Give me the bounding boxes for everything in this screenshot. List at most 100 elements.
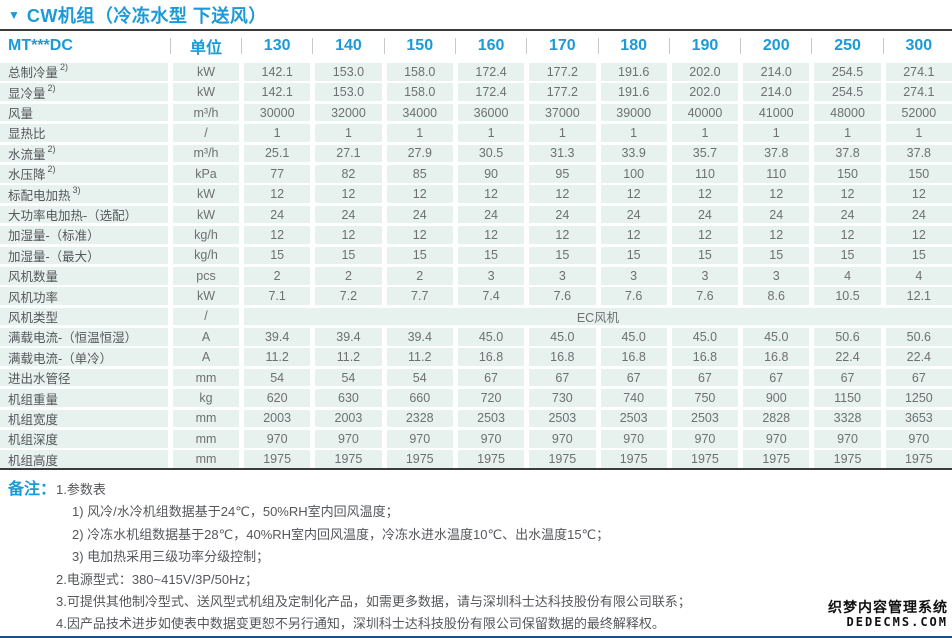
value-cell: 7.7 [386, 287, 453, 305]
value-cell: 1 [244, 124, 311, 142]
value-cell: 45.0 [457, 328, 525, 346]
triangle-marker-icon: ▼ [8, 7, 20, 22]
value-cell: 158.0 [386, 83, 453, 101]
notes-label: 备注： [8, 481, 57, 499]
header-model: MT***DC [8, 37, 73, 54]
row-unit: kW [173, 185, 239, 203]
value-cell: 7.4 [457, 287, 525, 305]
value-cell: 254.5 [814, 83, 881, 101]
header-col-250: 250 [811, 31, 880, 61]
row-unit: / [173, 307, 239, 326]
value-cell: 31.3 [529, 144, 596, 163]
value-cell: 2828 [743, 409, 810, 428]
value-cell: 12 [529, 226, 596, 244]
value-cell: 1975 [671, 450, 739, 469]
footnote-ref: 2) [60, 63, 69, 73]
value-cell: 15 [457, 246, 525, 265]
value-cell: 1 [386, 124, 453, 142]
value-cell: 24 [743, 205, 810, 224]
value-cell: 191.6 [600, 63, 667, 81]
header-col-300: 300 [882, 31, 952, 61]
value-cell: 1 [529, 124, 596, 142]
value-cell: 12 [244, 226, 311, 244]
header-col-130: 130 [240, 31, 310, 61]
row-label: 风机功率 [0, 287, 168, 305]
value-cell: 1 [814, 124, 881, 142]
value-cell: 45.0 [529, 328, 596, 346]
value-cell: 45.0 [743, 328, 810, 346]
value-cell: 8.6 [743, 287, 810, 305]
value-cell: 41000 [743, 103, 810, 122]
value-cell: 50.6 [814, 328, 881, 346]
footnote-ref: 2) [47, 144, 56, 154]
value-cell: 34000 [386, 103, 453, 122]
row-label: 进出水管径 [0, 368, 168, 387]
value-cell: 177.2 [529, 83, 596, 101]
value-cell: 274.1 [885, 63, 952, 81]
value-cell: 15 [814, 246, 881, 265]
value-cell: 142.1 [244, 63, 311, 81]
value-cell: 95 [529, 164, 596, 183]
page-bottom-divider [0, 636, 952, 638]
value-cell: 172.4 [457, 83, 525, 101]
row-unit: mm [173, 409, 239, 428]
note-item-1-sub-2: 2) 冷冻水机组数据基于28℃，40%RH室内回风温度，冷冻水进水温度10℃、出… [72, 526, 610, 542]
value-cell: 15 [600, 246, 667, 265]
value-cell: 1 [885, 124, 952, 142]
row-label: 机组宽度 [0, 409, 168, 428]
value-cell: 970 [386, 430, 453, 448]
note-item-3: 3.可提供其他制冷型式、送风型式机组及定制化产品，如需更多数据，请与深圳科士达科… [56, 594, 691, 610]
value-cell: 36000 [457, 103, 525, 122]
value-cell: 12 [743, 185, 810, 203]
value-cell: 970 [457, 430, 525, 448]
header-col-180: 180 [597, 31, 667, 61]
value-cell: 27.9 [386, 144, 453, 163]
spec-table-header: MT***DC 单位 130 140 150 160 170 180 190 2… [0, 31, 952, 61]
value-cell: 39.4 [386, 328, 453, 346]
value-cell: 2503 [457, 409, 525, 428]
row-label: 风机类型 [0, 307, 168, 326]
value-cell: 37.8 [885, 144, 952, 163]
value-cell: 2503 [600, 409, 667, 428]
header-unit: 单位 [170, 31, 239, 61]
value-cell: 12 [386, 185, 453, 203]
row-unit: mm [173, 368, 239, 387]
row-label: 标配电加热 3) [0, 185, 168, 203]
value-cell: 970 [743, 430, 810, 448]
value-cell: 900 [743, 389, 810, 407]
value-cell: 12 [600, 185, 667, 203]
value-cell: 214.0 [743, 63, 810, 81]
row-label: 风机数量 [0, 266, 168, 285]
value-cell: 1975 [315, 450, 382, 469]
row-label: 满载电流-（单冷） [0, 348, 168, 367]
value-cell: 67 [529, 368, 596, 387]
row-unit: kPa [173, 164, 239, 183]
value-cell: 12 [315, 226, 382, 244]
value-cell: 15 [529, 246, 596, 265]
value-cell: 730 [529, 389, 596, 407]
value-cell: 970 [244, 430, 311, 448]
header-col-170: 170 [526, 31, 595, 61]
value-cell: 1 [671, 124, 739, 142]
value-cell: 67 [814, 368, 881, 387]
header-col-160: 160 [454, 31, 524, 61]
value-cell: 24 [600, 205, 667, 224]
value-cell: 1975 [743, 450, 810, 469]
value-cell: 15 [743, 246, 810, 265]
value-cell: 45.0 [600, 328, 667, 346]
value-cell: 24 [885, 205, 952, 224]
value-cell: 12 [315, 185, 382, 203]
value-cell: 77 [244, 164, 311, 183]
value-cell: 2 [244, 266, 311, 285]
value-cell: 48000 [814, 103, 881, 122]
value-cell: 202.0 [671, 83, 739, 101]
value-cell: 4 [885, 266, 952, 285]
row-unit: A [173, 328, 239, 346]
value-cell: 158.0 [386, 63, 453, 81]
value-cell: 1 [600, 124, 667, 142]
value-cell: 191.6 [600, 83, 667, 101]
row-unit: kW [173, 287, 239, 305]
value-cell: 970 [600, 430, 667, 448]
value-cell: 274.1 [885, 83, 952, 101]
